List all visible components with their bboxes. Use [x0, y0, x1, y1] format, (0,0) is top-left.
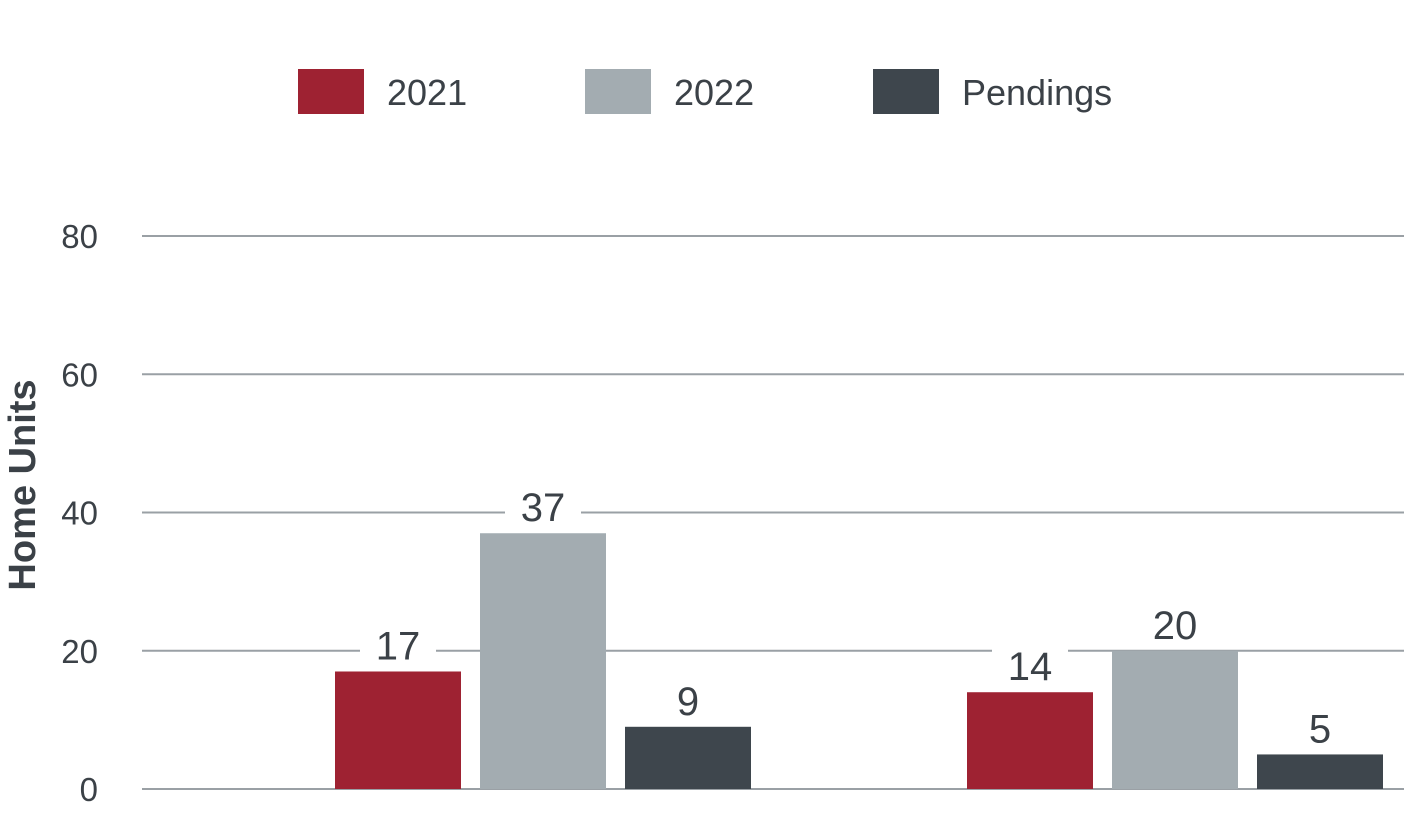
bar-2021-group-1: [335, 671, 461, 789]
bars: [335, 533, 1383, 789]
data-label-2021-group-1: 17: [376, 624, 421, 668]
data-label-background: [992, 640, 1068, 685]
legend-label-2022: 2022: [674, 72, 754, 113]
data-label-2022-group-1: 37: [521, 486, 566, 530]
legend-label-pendings: Pendings: [962, 72, 1112, 113]
y-tick-label: 80: [61, 218, 98, 255]
data-label-background: [650, 674, 726, 719]
data-label-background: [360, 619, 436, 664]
data-label-pendings-group-2: 5: [1309, 707, 1331, 751]
data-label-background: [505, 481, 581, 526]
legend-swatch-2022: [585, 69, 651, 114]
data-label-background: [1137, 598, 1213, 643]
y-tick-label: 0: [80, 771, 98, 808]
data-label-2021-group-2: 14: [1008, 645, 1053, 689]
y-tick-label: 20: [61, 633, 98, 670]
data-labels: 17 37 9 14 20 5: [360, 481, 1358, 751]
legend-label-2021: 2021: [387, 72, 467, 113]
data-label-2022-group-2: 20: [1153, 604, 1198, 648]
data-label-background: [1282, 702, 1358, 747]
y-tick-label: 60: [61, 356, 98, 393]
data-label-pendings-group-1: 9: [677, 680, 699, 724]
y-tick-label: 40: [61, 495, 98, 532]
bar-2021-group-2: [967, 692, 1093, 789]
bar-2022-group-1: [480, 533, 606, 789]
bar-pendings-group-2: [1257, 754, 1383, 789]
y-axis-ticks: 0 20 40 60 80: [61, 218, 98, 808]
legend: 2021 2022 Pendings: [298, 69, 1112, 114]
bar-2022-group-2: [1112, 650, 1238, 789]
bar-pendings-group-1: [625, 726, 751, 789]
legend-swatch-pendings: [873, 69, 939, 114]
y-axis-label: Home Units: [2, 379, 44, 590]
legend-swatch-2021: [298, 69, 364, 114]
